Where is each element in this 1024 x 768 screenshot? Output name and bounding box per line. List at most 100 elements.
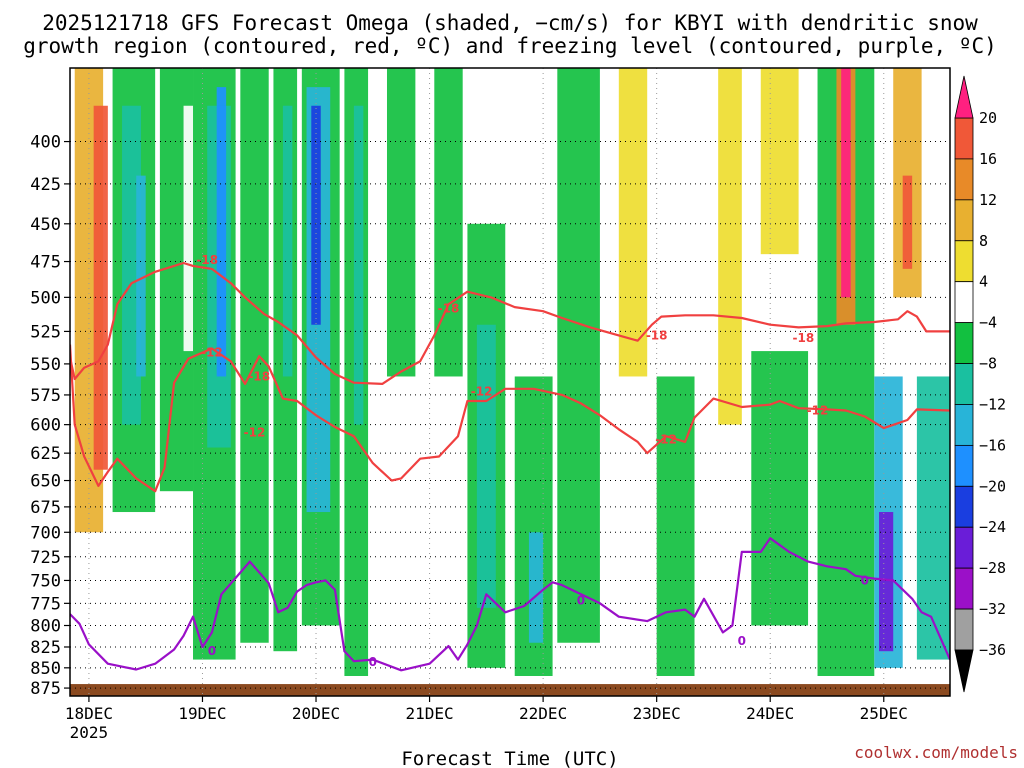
- y-tick-label: 575: [30, 386, 61, 406]
- colorbar-box: [954, 608, 974, 651]
- omega-shading: [74, 68, 950, 676]
- x-axis-label: Forecast Time (UTC): [401, 748, 618, 768]
- y-tick-label: 850: [30, 659, 61, 679]
- colorbar-box: [954, 199, 974, 242]
- omega-band: [656, 376, 695, 676]
- y-tick-label: 725: [30, 548, 61, 568]
- omega-band: [751, 351, 809, 626]
- contour-label: 0: [738, 634, 746, 648]
- contour-line-minus12: [70, 344, 950, 493]
- x-tick-label: 20DEC: [292, 704, 340, 723]
- colorbar-box: [954, 526, 974, 569]
- y-tick-label: 400: [30, 133, 61, 153]
- contour-label: -12: [807, 404, 829, 418]
- omega-band: [136, 175, 146, 377]
- contour-line-0: [70, 537, 950, 672]
- x-tick-label: 22DEC: [519, 704, 567, 723]
- x-tick-label: 24DEC: [746, 704, 794, 723]
- colorbar-box: [954, 567, 974, 610]
- contour-line-minus18: [70, 261, 950, 385]
- omega-band: [240, 68, 269, 643]
- contour-label: -18: [438, 301, 460, 315]
- colorbar-label: −8: [979, 355, 997, 373]
- y-tick-label: 650: [30, 472, 61, 492]
- colorbar-label: −16: [979, 436, 1006, 454]
- plot-frame: [69, 67, 951, 697]
- colorbar-label: −20: [979, 477, 1006, 495]
- x-tick-label: 21DEC: [405, 704, 453, 723]
- dotted-grid: [70, 68, 950, 696]
- colorbar-label: −28: [979, 559, 1006, 577]
- y-tick-label: 750: [30, 571, 61, 591]
- y-tick-label: 700: [30, 523, 61, 543]
- colorbar-label: 4: [979, 273, 988, 291]
- omega-band: [528, 532, 544, 643]
- contour-label: 0: [577, 594, 585, 608]
- contour-label: -12: [201, 345, 223, 359]
- colorbar-label: 16: [979, 150, 997, 168]
- y-tick-label: 675: [30, 498, 61, 518]
- y-tick-label: 825: [30, 638, 61, 658]
- contour-label: 0: [369, 655, 377, 669]
- omega-band: [916, 376, 950, 660]
- chart-title-line-1: 2025121718 GFS Forecast Omega (shaded, −…: [42, 11, 978, 35]
- omega-band: [216, 87, 227, 377]
- y-tick-label: 500: [30, 288, 61, 308]
- colorbar: −36 −32 −28 −24 −20 −16 −12 −8 −4 4 8 12 16 20: [954, 75, 1006, 693]
- colorbar-label: 8: [979, 232, 988, 250]
- colorbar-label: −32: [979, 600, 1006, 618]
- chart-title-line-2: growth region (contoured, red, ºC) and f…: [23, 34, 997, 58]
- colorbar-label: −4: [979, 314, 997, 332]
- y-tick-label: 550: [30, 355, 61, 375]
- colorbar-box: [954, 240, 974, 283]
- omega-band: [841, 68, 851, 298]
- terrain-layer: [70, 684, 950, 696]
- colorbar-box: [954, 444, 974, 487]
- y-tick-label: 450: [30, 215, 61, 235]
- y-tick-label: 875: [30, 679, 61, 699]
- contour-label: -18: [196, 253, 218, 267]
- omega-band: [183, 105, 194, 352]
- omega-band: [902, 175, 913, 269]
- contour-label: -18: [248, 369, 270, 383]
- colorbar-box: [954, 485, 974, 528]
- x-tick-label: 25DEC: [860, 704, 908, 723]
- contour-label: -12: [471, 384, 493, 398]
- colorbar-box: [954, 158, 974, 201]
- y-tick-label: 525: [30, 322, 61, 342]
- x-tick-label: 18DEC: [65, 704, 113, 723]
- pressure-axis: 400 425 450 475 500 525 550 575 600 625 650 675 700 7…: [30, 133, 70, 699]
- terrain-strip: [70, 684, 950, 696]
- contour-label: -12: [244, 426, 266, 440]
- colorbar-box: [954, 281, 974, 324]
- colorbar-label: −24: [979, 518, 1006, 536]
- colorbar-label: 12: [979, 191, 997, 209]
- colorbar-box: [954, 404, 974, 446]
- y-tick-label: 475: [30, 253, 61, 273]
- omega-band: [282, 105, 293, 377]
- x-tick-label: 23DEC: [633, 704, 681, 723]
- y-tick-label: 600: [30, 416, 61, 436]
- colorbar-label: −36: [979, 641, 1006, 659]
- y-tick-label: 625: [30, 444, 61, 464]
- contours-layer: -18 -18 -18 -18 -18 -12 -12 -12 -12 -12 0 0 0 0 0: [70, 253, 950, 672]
- contour-label: 0: [861, 573, 869, 587]
- contour-label: -18: [792, 331, 814, 345]
- contour-label: 0: [208, 644, 216, 658]
- omega-band: [557, 68, 600, 643]
- colorbar-box: [954, 117, 974, 160]
- omega-band: [476, 324, 496, 608]
- contour-label: -18: [646, 328, 668, 342]
- omega-band: [879, 512, 894, 652]
- y-tick-label: 775: [30, 594, 61, 614]
- omega-band: [618, 68, 648, 377]
- omega-band: [718, 68, 742, 425]
- colorbar-box: [954, 363, 974, 405]
- x-tick-sublabel: 2025: [70, 723, 109, 742]
- credit-text[interactable]: coolwx.com/models: [854, 743, 1018, 762]
- x-tick-label: 19DEC: [178, 704, 226, 723]
- omega-band: [434, 68, 463, 377]
- omega-band: [760, 68, 799, 255]
